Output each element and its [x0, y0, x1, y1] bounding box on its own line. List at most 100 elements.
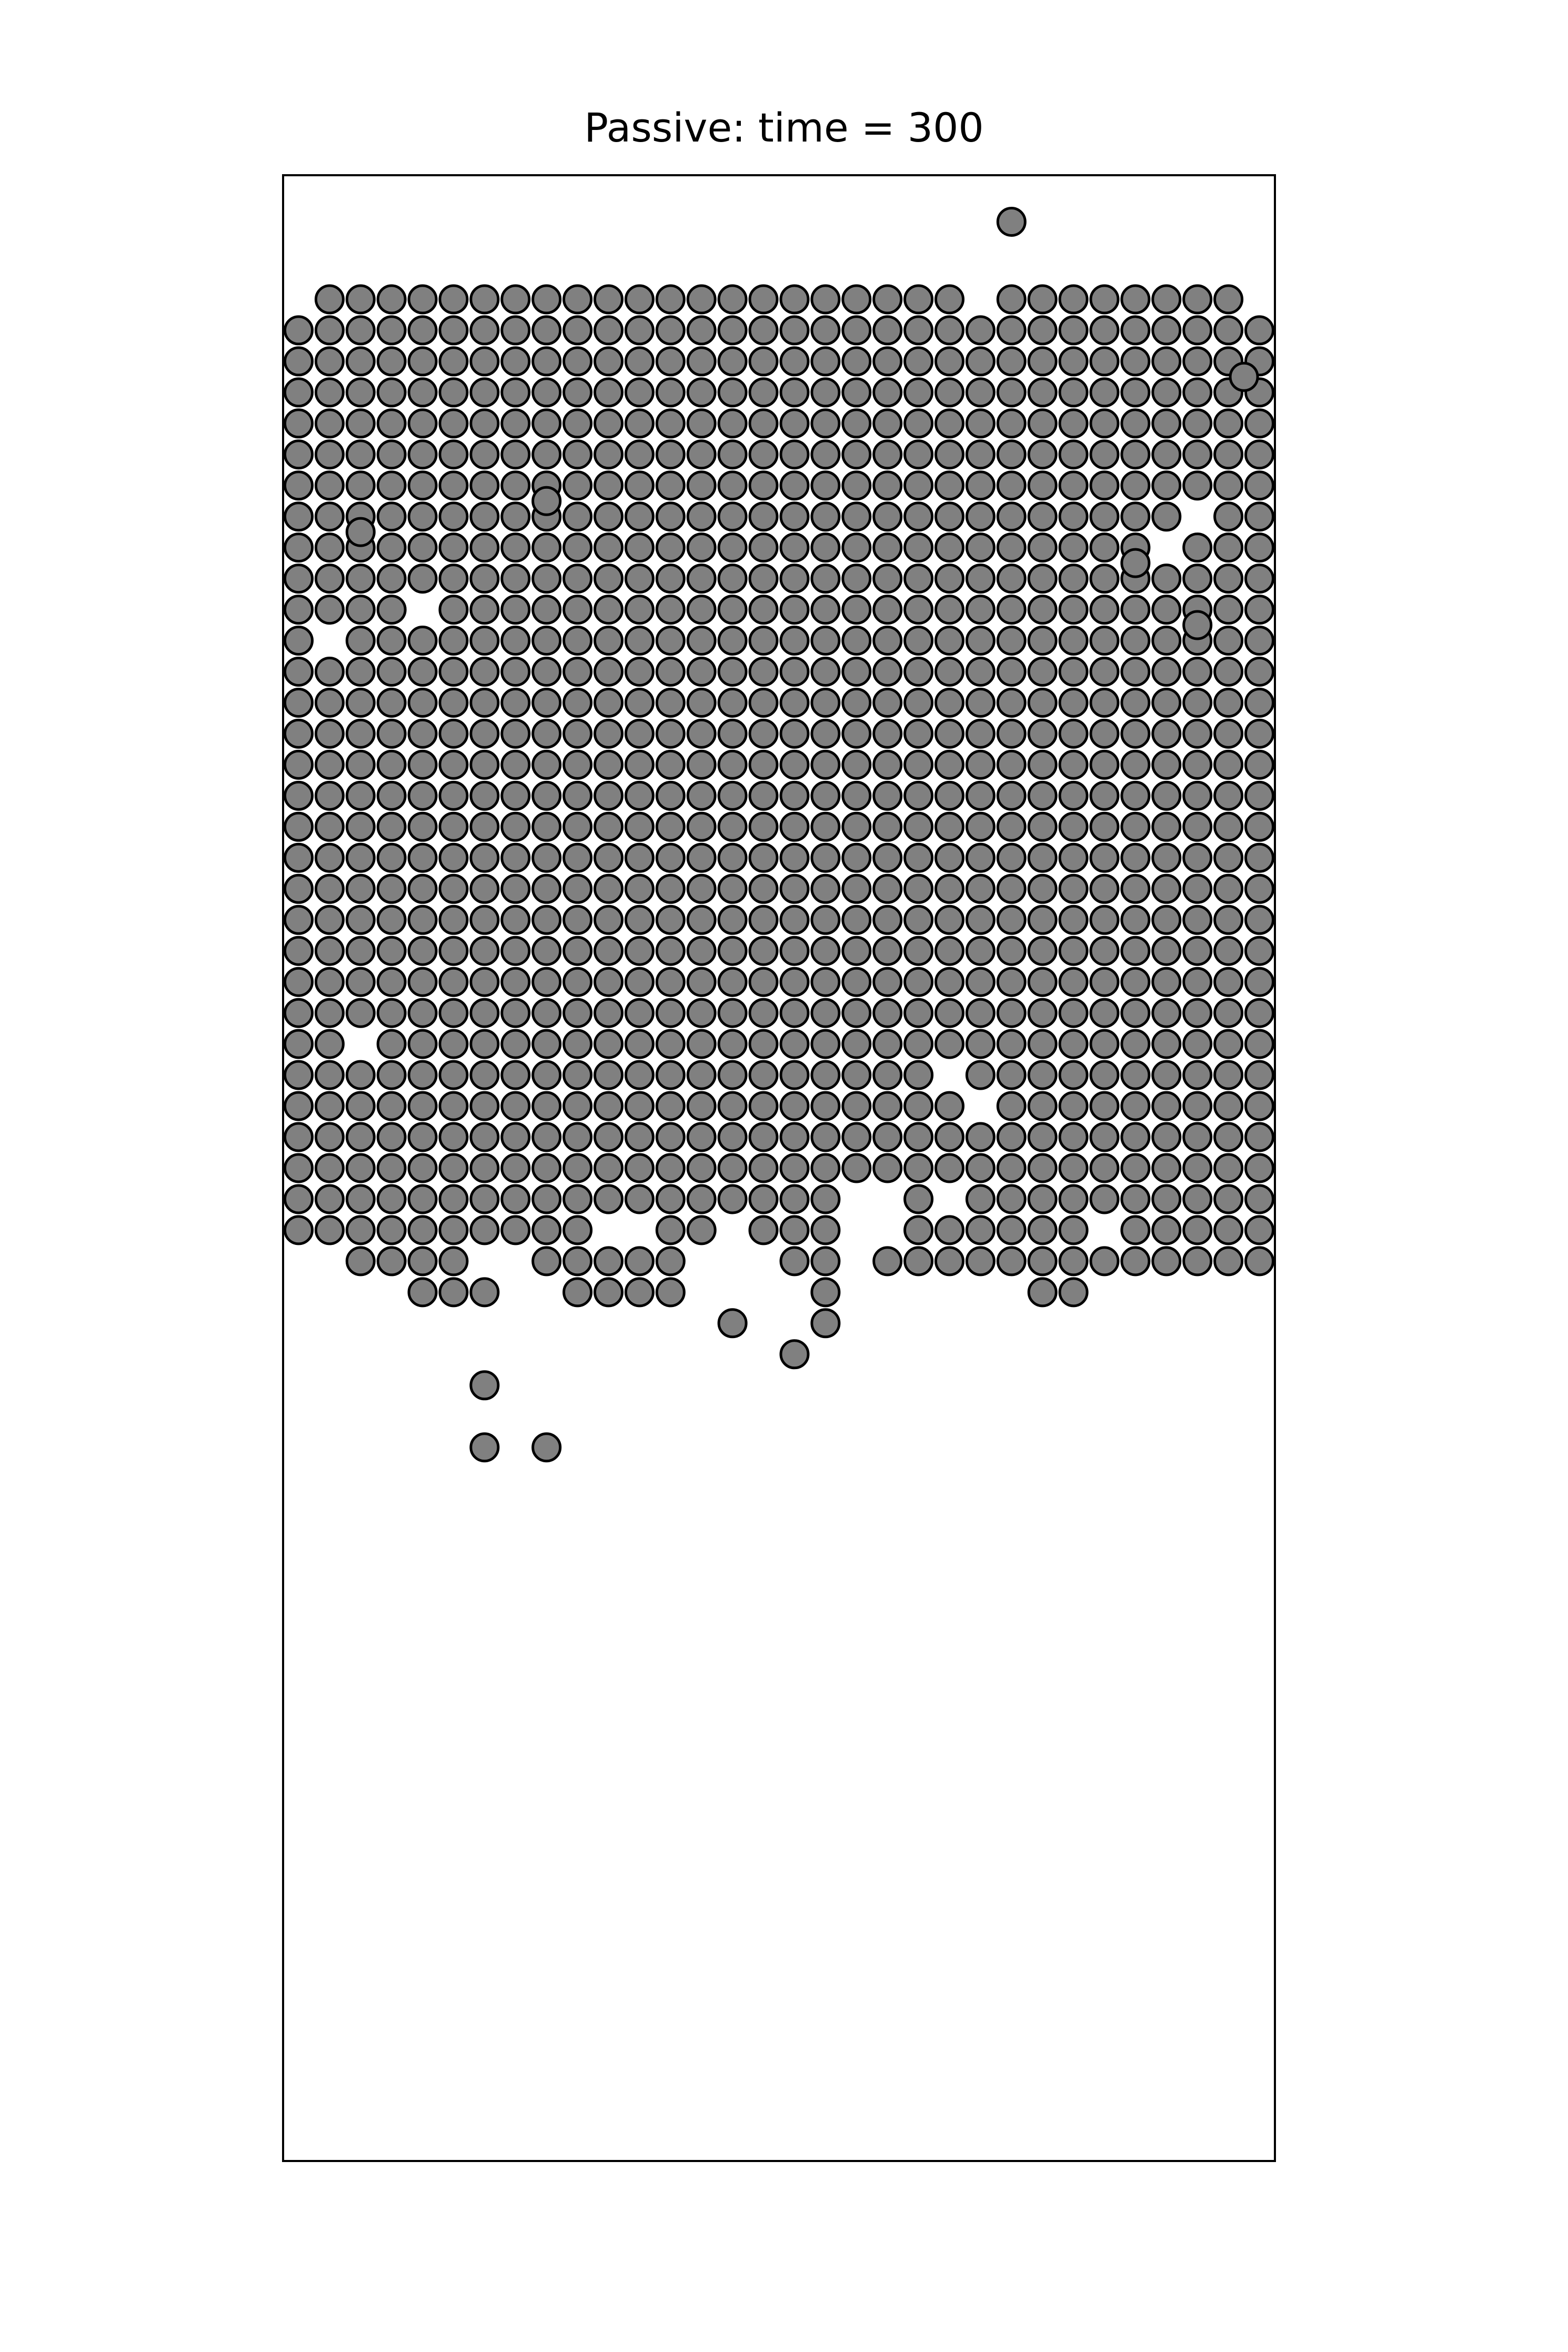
particle-marker: [1151, 1029, 1182, 1059]
particle-marker: [996, 439, 1027, 470]
particle-marker: [1182, 749, 1213, 780]
particle-marker: [965, 936, 996, 966]
particle-marker: [810, 346, 841, 377]
particle-marker: [810, 1091, 841, 1121]
chart-title: Passive: time = 300: [584, 104, 984, 151]
particle-marker: [376, 998, 407, 1028]
particle-marker: [965, 439, 996, 470]
particle-marker: [1027, 936, 1058, 966]
particle-marker: [407, 501, 438, 532]
particle-marker: [872, 595, 903, 625]
particle-marker: [314, 564, 345, 594]
particle-marker: [594, 688, 624, 718]
particle-marker: [407, 780, 438, 811]
particle-marker: [810, 595, 841, 625]
particle-marker: [1089, 1246, 1120, 1276]
particle-marker: [500, 780, 531, 811]
particle-marker: [469, 1091, 500, 1121]
particle-marker: [594, 470, 624, 501]
particle-marker: [779, 1029, 810, 1059]
particle-marker: [438, 780, 469, 811]
particle-marker: [1027, 346, 1058, 377]
particle-marker: [594, 1122, 624, 1152]
particle-marker: [1120, 595, 1151, 625]
particle-marker: [779, 315, 810, 346]
particle-marker: [655, 967, 686, 997]
particle-marker: [1027, 284, 1058, 315]
particle-marker: [284, 749, 314, 780]
particle-marker: [531, 688, 562, 718]
particle-marker: [284, 1153, 314, 1183]
particle-marker: [872, 346, 903, 377]
particle-marker: [1058, 1091, 1089, 1121]
particle-marker: [531, 1153, 562, 1183]
particle-marker: [376, 595, 407, 625]
particle-marker: [1182, 408, 1213, 439]
particle-marker: [469, 718, 500, 749]
particle-marker: [1151, 967, 1182, 997]
particle-marker: [872, 749, 903, 780]
particle-marker: [284, 873, 314, 904]
particle-marker: [686, 688, 717, 718]
particle-marker: [717, 626, 748, 656]
particle-marker: [562, 811, 593, 842]
particle-marker: [407, 967, 438, 997]
particle-marker: [1151, 1215, 1182, 1245]
particle-marker: [562, 780, 593, 811]
particle-marker: [717, 842, 748, 873]
particle-marker: [624, 967, 655, 997]
particle-marker: [748, 501, 779, 532]
particle-marker: [810, 377, 841, 408]
particle-marker: [562, 439, 593, 470]
particle-marker: [748, 346, 779, 377]
particle-marker: [624, 718, 655, 749]
particle-marker: [1027, 564, 1058, 594]
particle-marker: [717, 532, 748, 563]
particle-marker: [469, 408, 500, 439]
particle-marker: [500, 1060, 531, 1090]
particle-marker: [1120, 657, 1151, 687]
particle-marker: [903, 1060, 934, 1090]
particle-marker: [1213, 967, 1244, 997]
particle-marker: [1027, 873, 1058, 904]
particle-marker: [1089, 904, 1120, 935]
particle-marker: [810, 967, 841, 997]
particle-marker: [1058, 564, 1089, 594]
particle-marker: [438, 1246, 469, 1276]
particle-marker: [594, 811, 624, 842]
particle-marker: [1244, 904, 1274, 935]
particle-marker: [717, 284, 748, 315]
particle-marker: [1244, 1091, 1274, 1121]
particle-marker: [779, 439, 810, 470]
particle-marker: [284, 780, 314, 811]
particle-marker: [562, 501, 593, 532]
particle-marker: [314, 1091, 345, 1121]
particle-marker: [500, 315, 531, 346]
particle-marker: [1182, 610, 1213, 640]
particle-marker: [284, 718, 314, 749]
particle-marker: [1213, 439, 1244, 470]
particle-marker: [1120, 548, 1151, 578]
particle-marker: [1244, 1153, 1274, 1183]
particle-marker: [779, 749, 810, 780]
particle-marker: [655, 936, 686, 966]
particle-marker: [779, 564, 810, 594]
particle-marker: [1244, 936, 1274, 966]
particle-marker: [965, 904, 996, 935]
particle-marker: [1182, 657, 1213, 687]
particle-marker: [748, 1091, 779, 1121]
particle-marker: [1182, 1184, 1213, 1214]
particle-marker: [965, 688, 996, 718]
particle-marker: [438, 998, 469, 1028]
particle-marker: [810, 284, 841, 315]
particle-marker: [1182, 1091, 1213, 1121]
particle-marker: [1213, 1060, 1244, 1090]
particle-marker: [438, 501, 469, 532]
particle-marker: [934, 657, 964, 687]
particle-marker: [469, 967, 500, 997]
particle-marker: [965, 1184, 996, 1214]
particle-marker: [624, 315, 655, 346]
particle-marker: [717, 1122, 748, 1152]
particle-marker: [438, 626, 469, 656]
particle-marker: [841, 749, 872, 780]
